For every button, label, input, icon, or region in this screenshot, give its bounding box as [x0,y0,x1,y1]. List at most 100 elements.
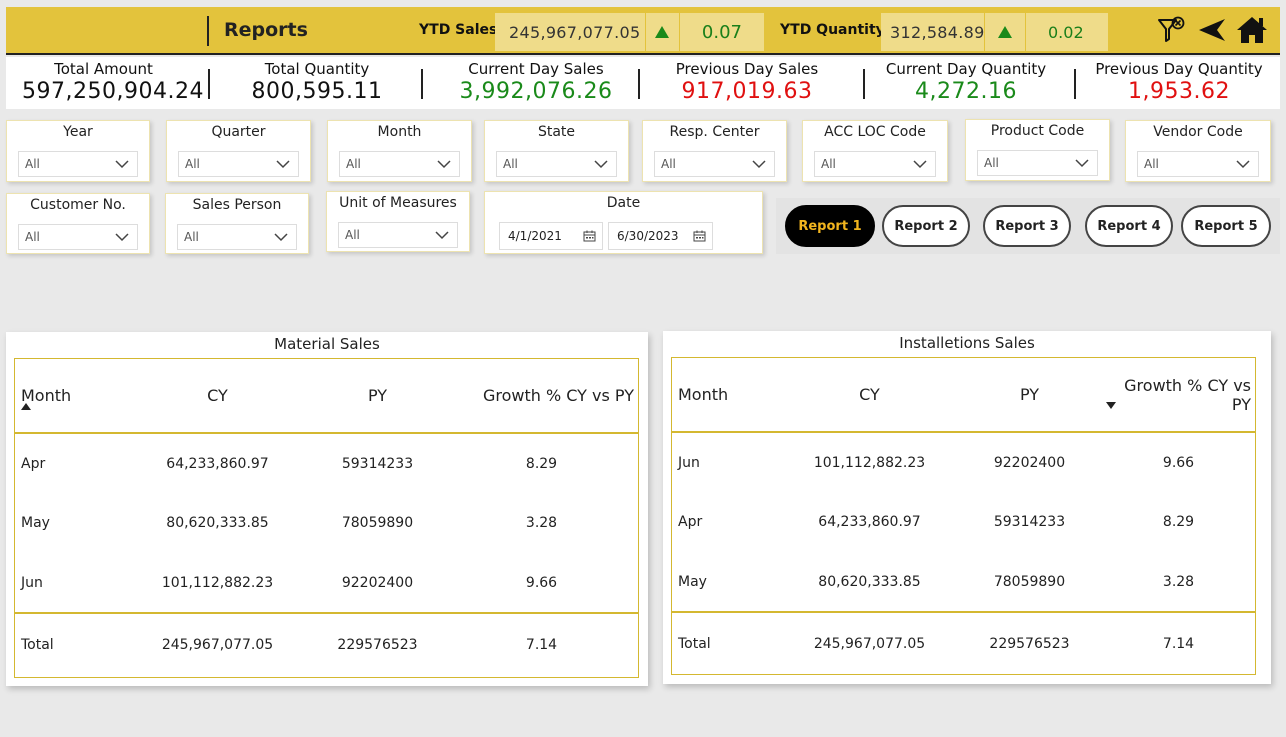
acc-loc-code-dropdown[interactable]: All [814,151,936,177]
sort-ascending-icon [21,403,31,410]
report-3-button[interactable]: Report 3 [983,205,1071,247]
filter-clear-icon[interactable] [1154,13,1188,47]
cell-month: Jun [21,574,43,591]
panel-title: Installetions Sales [899,334,1035,352]
state-dropdown[interactable]: All [496,151,617,177]
column-header-cy[interactable]: CY [125,359,310,434]
dropdown-value: All [1144,157,1159,171]
column-header-growth[interactable]: Growth % CY vs PY [445,359,638,434]
kpi-label: Total Amount [54,60,153,78]
sort-descending-icon [1106,402,1116,409]
resp-center-dropdown[interactable]: All [654,151,775,177]
kpi-total-amount: Total Amount 597,250,904.24 [22,60,203,104]
year-dropdown[interactable]: All [18,151,138,177]
home-icon[interactable] [1235,13,1269,47]
cell-total-label: Total [15,612,125,675]
slicer-year: Year All [6,120,150,182]
kpi-current-day-sales: Current Day Sales 3,992,076.26 [446,60,626,104]
cell-py: 229576523 [310,612,445,675]
kpi-label: Current Day Quantity [885,60,1047,78]
dropdown-value: All [346,157,361,171]
kpi-value: 4,272.16 [915,79,1017,104]
unit-of-measures-dropdown[interactable]: All [338,222,458,248]
report-4-button[interactable]: Report 4 [1085,205,1173,247]
table-row: Jun 101,112,882.23 92202400 9.66 [15,553,638,613]
installations-sales-panel: Installetions Sales Month CY PY Growth %… [663,331,1271,684]
table-row: Apr 64,233,860.97 59314233 8.29 [15,433,638,493]
kpi-label: Previous Day Sales [675,60,819,78]
quarter-dropdown[interactable]: All [178,151,299,177]
slicer-title: State [537,124,576,140]
product-code-dropdown[interactable]: All [977,150,1098,176]
dropdown-value: All [25,230,40,244]
kpi-value: 1,953.62 [1128,79,1230,104]
slicer-title: Sales Person [192,197,282,213]
column-header-growth[interactable]: Growth % CY vs PY [1102,358,1255,433]
customer-no-dropdown[interactable]: All [18,224,138,250]
slicer-quarter: Quarter All [166,120,311,182]
chevron-down-icon [1236,160,1250,169]
cell-month: Jun [678,454,700,471]
kpi-label: Total Quantity [264,60,370,78]
chevron-down-icon [115,233,129,242]
kpi-value: 917,019.63 [681,79,813,104]
ytd-sales-value: 245,967,077.05 [509,22,641,42]
slicer-title: Month [377,124,422,140]
report-1-button[interactable]: Report 1 [785,205,875,247]
cell-py: 78059890 [993,573,1066,590]
slicer-state: State All [484,120,629,182]
column-header-cy[interactable]: CY [782,358,957,433]
column-header-month[interactable]: Month [672,358,782,433]
slicer-customer-no: Customer No. All [6,193,150,254]
table-header-row: Month CY PY Growth % CY vs PY [672,358,1255,433]
slicer-acc-loc-code: ACC LOC Code All [802,120,948,182]
vendor-code-dropdown[interactable]: All [1137,151,1259,177]
month-dropdown[interactable]: All [339,151,460,177]
cell-py: 78059890 [341,515,414,531]
sales-person-dropdown[interactable]: All [177,224,297,250]
kpi-previous-day-quantity: Previous Day Quantity 1,953.62 [1088,60,1270,104]
slicer-vendor-code: Vendor Code All [1125,120,1271,182]
kpi-divider [863,69,865,99]
material-sales-table: Month CY PY Growth % CY vs PY Apr 64,233… [14,358,639,678]
cell-cy: 101,112,882.23 [161,574,274,591]
cell-cy: 64,233,860.97 [818,514,921,530]
column-header-py[interactable]: PY [310,359,445,434]
ytd-quantity-pct: 0.02 [1048,22,1084,42]
cell-month: Apr [21,455,46,472]
cell-py: 59314233 [993,514,1066,530]
dropdown-value: All [185,157,200,171]
chevron-down-icon [115,160,129,169]
slicer-date: Date 4/1/2021 6/30/2023 [484,191,763,254]
calendar-icon [693,230,706,242]
up-arrow-icon [984,13,1026,51]
chevron-down-icon [594,160,608,169]
dropdown-value: All [345,228,360,242]
report-2-button[interactable]: Report 2 [882,205,970,247]
installations-sales-table: Month CY PY Growth % CY vs PY Jun 101,11… [671,357,1256,675]
column-header-month[interactable]: Month [15,359,125,434]
title-divider [207,16,209,46]
page-title: Reports [224,19,308,41]
cell-py: 92202400 [993,454,1066,471]
chevron-down-icon [274,233,288,242]
date-to-input[interactable]: 6/30/2023 [608,222,713,250]
slicer-title: Product Code [990,123,1085,139]
cell-growth: 9.66 [525,574,558,591]
report-5-button[interactable]: Report 5 [1181,205,1271,247]
cell-cy: 64,233,860.97 [166,455,269,472]
cell-py: 59314233 [341,455,414,472]
cell-cy: 101,112,882.23 [813,454,926,471]
column-header-py[interactable]: PY [957,358,1102,433]
kpi-value: 3,992,076.26 [459,79,613,104]
back-arrow-icon[interactable] [1195,13,1229,47]
table-header-row: Month CY PY Growth % CY vs PY [15,359,638,434]
kpi-label: Previous Day Quantity [1095,60,1263,78]
chevron-down-icon [435,231,449,240]
date-from-input[interactable]: 4/1/2021 [499,222,603,250]
chevron-down-icon [1075,159,1089,168]
cell-cy: 80,620,333.85 [818,573,921,590]
ytd-sales-pct: 0.07 [701,21,742,43]
chevron-down-icon [752,160,766,169]
cell-growth: 9.66 [1162,454,1195,471]
